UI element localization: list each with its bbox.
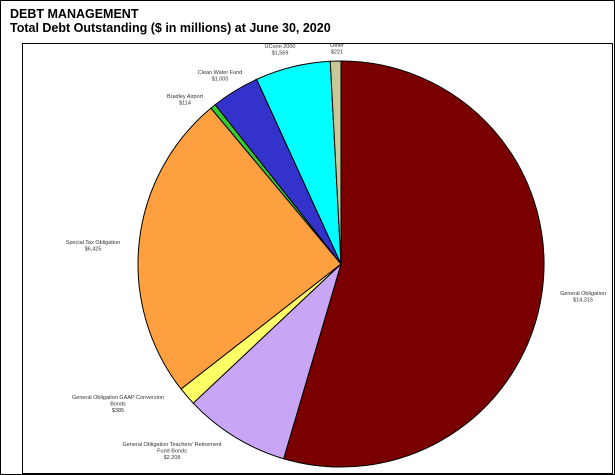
chart-title: DEBT MANAGEMENT bbox=[10, 7, 139, 21]
slice-label-0: General Obligation $14,315 bbox=[560, 291, 606, 304]
slice-label-1: General Obligation Teachers' Retirement F… bbox=[122, 442, 222, 461]
chart-subtitle: Total Debt Outstanding ($ in millions) a… bbox=[10, 21, 331, 35]
slice-label-2: General Obligation GAAP Conversion Bonds $… bbox=[72, 395, 164, 414]
pie-slice-special-tax-obligation bbox=[137, 107, 342, 390]
pie-slice-other bbox=[329, 60, 342, 265]
pie-slice-general-obligation bbox=[283, 60, 545, 468]
slice-label-5: Clean Water Fund $1,000 bbox=[198, 70, 242, 83]
title-block: DEBT MANAGEMENT Total Debt Outstanding (… bbox=[10, 7, 331, 35]
pie-slice-general-obligation-teachers-retirement-fund-bonds bbox=[192, 262, 343, 460]
slice-label-3: Special Tax Obligation $6,425 bbox=[66, 240, 120, 253]
slice-label-4: Bradley Airport $114 bbox=[167, 94, 204, 107]
slice-label-6: UConn 2000 $1,569 bbox=[265, 44, 296, 57]
slice-label-7: Other $221 bbox=[330, 43, 344, 56]
